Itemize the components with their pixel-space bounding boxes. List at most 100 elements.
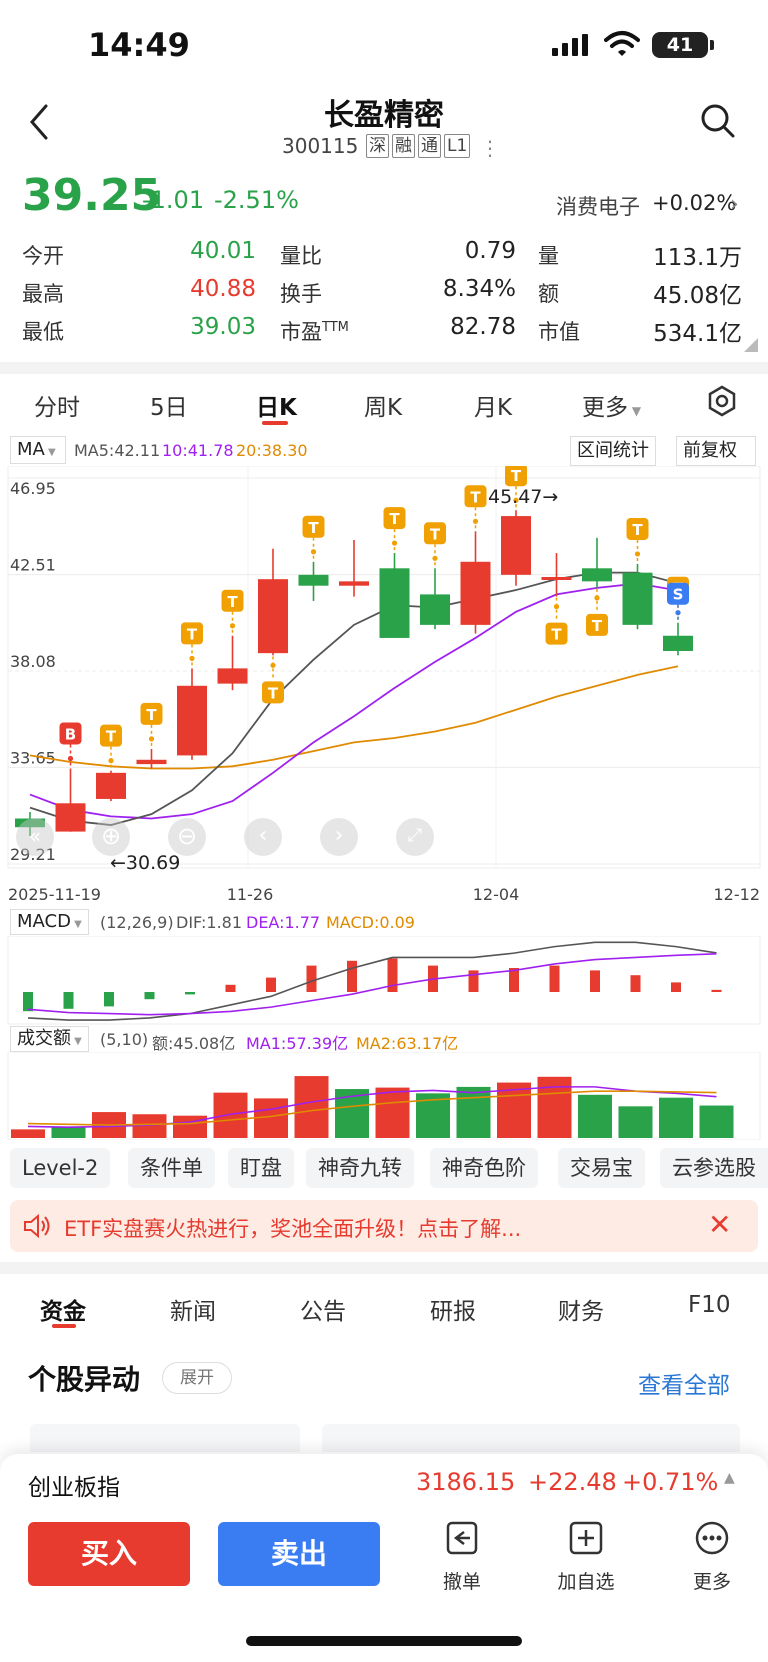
chip-cloud-stock-pick[interactable]: 云参选股: [660, 1148, 768, 1188]
tab-news[interactable]: 新闻: [170, 1299, 216, 1325]
trade-marker: [140, 702, 163, 725]
volume-name: 成交额: [17, 1028, 71, 1049]
trade-marker-label: T: [632, 521, 643, 539]
chip-magic-color[interactable]: 神奇色阶: [430, 1148, 538, 1188]
y-tick-label: 38.08: [10, 652, 56, 671]
candle-body: [541, 577, 572, 581]
marker-dot: [513, 497, 519, 503]
macd-name: MACD: [17, 911, 71, 932]
add-watchlist-icon[interactable]: [568, 1520, 604, 1556]
tag-rong: 融: [392, 134, 415, 158]
tab-capital[interactable]: 资金: [40, 1299, 86, 1325]
scroll-left-icon[interactable]: ‹: [244, 818, 282, 856]
sector-name[interactable]: 消费电子: [556, 195, 640, 219]
banner-text[interactable]: ETF实盘赛火热进行，奖池全面升级！点击了解...: [64, 1217, 522, 1241]
stock-code: 300115: [282, 134, 359, 158]
scroll-right-icon[interactable]: ›: [320, 818, 358, 856]
candle-body: [501, 516, 531, 575]
trade-marker-label: S: [673, 586, 684, 604]
stat-label: 换手: [280, 282, 322, 306]
tab-f10[interactable]: F10: [688, 1292, 731, 1318]
adjust-select[interactable]: 前复权: [676, 436, 756, 466]
chart-frame: [7, 936, 761, 1025]
x-tick-label: 11-26: [227, 885, 274, 904]
index-name[interactable]: 创业板指: [28, 1475, 120, 1501]
event-card[interactable]: [30, 1424, 300, 1452]
marker-dot: [270, 662, 276, 668]
tab-research[interactable]: 研报: [430, 1299, 476, 1325]
zoom-out-icon[interactable]: ⊖: [168, 818, 206, 856]
marker-dot: [675, 610, 681, 616]
more-circle-icon[interactable]: [694, 1520, 730, 1556]
wifi-icon: [604, 31, 640, 56]
marker-dot: [148, 736, 155, 742]
volume-chart[interactable]: [0, 1052, 768, 1140]
tab-daily-k[interactable]: 日K: [256, 395, 297, 421]
macd-value: MACD:0.09: [326, 913, 415, 932]
chip-trade-treasure[interactable]: 交易宝: [558, 1148, 645, 1188]
macd-chart[interactable]: [0, 936, 768, 1026]
collapse-up-icon[interactable]: ▲: [724, 1470, 735, 1486]
tab-more[interactable]: 更多 ▼: [582, 395, 642, 421]
stat-value: 534.1亿: [653, 321, 742, 347]
close-icon[interactable]: ✕: [708, 1208, 732, 1241]
macd-selector[interactable]: MACD ▼: [10, 909, 89, 935]
back-arrow-icon[interactable]: [28, 104, 50, 140]
price-change: -1.01: [142, 186, 205, 214]
marker-dot: [391, 540, 398, 546]
stat-label: 量: [538, 244, 559, 268]
sector-change[interactable]: +0.02%: [652, 191, 737, 215]
section-title: 个股异动: [28, 1363, 141, 1396]
view-all-link[interactable]: 查看全部: [638, 1373, 730, 1399]
trade-marker-label: T: [470, 488, 481, 506]
dif-line: [27, 941, 717, 1021]
tab-monthly-k[interactable]: 月K: [474, 395, 513, 421]
search-icon[interactable]: [700, 103, 736, 139]
tab-intraday[interactable]: 分时: [34, 395, 80, 421]
macd-bar: [23, 992, 33, 1012]
expand-button[interactable]: 展开: [162, 1362, 232, 1394]
tab-announcements[interactable]: 公告: [300, 1299, 346, 1325]
chip-condition-order[interactable]: 条件单: [128, 1148, 215, 1188]
y-tick-label: 33.65: [10, 748, 56, 767]
volume-bar: [213, 1092, 248, 1138]
zoom-in-icon[interactable]: ⊕: [92, 818, 130, 856]
settings-hexagon-icon[interactable]: [706, 385, 738, 417]
chip-watch[interactable]: 盯盘: [228, 1148, 294, 1188]
sell-button[interactable]: 卖出: [218, 1522, 380, 1586]
trade-marker-label: T: [511, 467, 522, 485]
chip-level2[interactable]: Level-2: [10, 1148, 111, 1188]
fullscreen-icon[interactable]: ⤢: [396, 818, 434, 856]
vol-ma2-line: [27, 1090, 717, 1126]
cancel-order-icon[interactable]: [444, 1520, 480, 1556]
kline-chart[interactable]: 46.9542.5138.0833.6529.21BTTTTTTTTTTTTTT…: [0, 466, 768, 906]
volume-selector[interactable]: 成交额 ▼: [10, 1026, 89, 1052]
candle-body: [177, 685, 207, 756]
chip-magic-nine[interactable]: 神奇九转: [306, 1148, 414, 1188]
cancel-order-label[interactable]: 撤单: [442, 1571, 481, 1593]
candle-body: [460, 561, 491, 625]
range-stats-button[interactable]: 区间统计: [570, 436, 656, 466]
buy-button[interactable]: 买入: [28, 1522, 190, 1586]
more-label[interactable]: 更多: [692, 1571, 731, 1593]
status-time: 14:49: [88, 26, 190, 64]
candle-body: [339, 581, 369, 586]
volume-bar: [699, 1105, 734, 1138]
more-dots-icon[interactable]: ⋮: [480, 136, 500, 160]
add-watchlist-label[interactable]: 加自选: [557, 1571, 615, 1593]
ma-selector[interactable]: MA ▼: [10, 436, 66, 464]
candle-body: [582, 568, 612, 582]
tab-financials[interactable]: 财务: [558, 1299, 604, 1325]
macd-dea: DEA:1.77: [246, 913, 321, 932]
trade-marker-label: T: [592, 617, 603, 635]
tab-weekly-k[interactable]: 周K: [364, 395, 403, 421]
chevron-right-icon[interactable]: ›: [730, 192, 739, 217]
macd-bar: [549, 965, 560, 992]
tab-5day[interactable]: 5日: [150, 395, 188, 421]
promo-banner[interactable]: [10, 1200, 758, 1252]
scroll-start-icon[interactable]: «: [16, 818, 54, 856]
volume-amount: 额:45.08亿: [152, 1034, 236, 1053]
event-card[interactable]: [322, 1424, 740, 1452]
trade-marker-label: B: [65, 725, 76, 743]
battery-icon: 41: [652, 32, 708, 58]
